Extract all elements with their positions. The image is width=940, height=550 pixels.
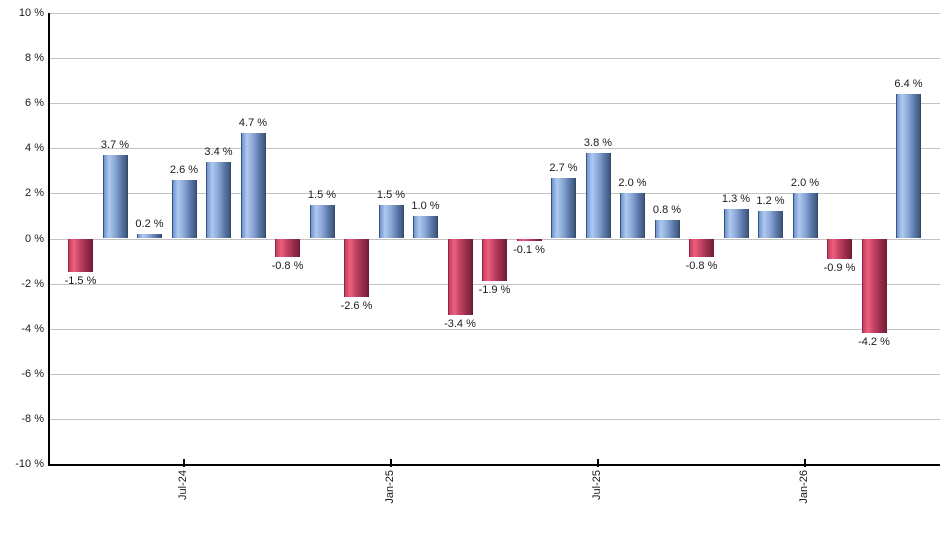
y-axis-tick-label: -8 % <box>21 413 44 425</box>
y-axis-tick-label: -6 % <box>21 368 44 380</box>
bar <box>585 152 611 239</box>
bar-value-label: -4.2 % <box>858 336 890 349</box>
gridline <box>50 193 940 194</box>
bar <box>344 238 369 298</box>
bar-value-label: -0.8 % <box>271 259 304 272</box>
y-axis-tick-label: 2 % <box>25 187 44 199</box>
y-axis-tick-label: -4 % <box>21 323 44 335</box>
bar <box>689 238 714 257</box>
gridline <box>50 103 940 104</box>
bar-value-label: 2.7 % <box>549 161 578 174</box>
bar <box>861 238 887 334</box>
gridline <box>50 374 940 375</box>
bar-value-label: -0.9 % <box>823 261 856 274</box>
bar <box>171 179 197 239</box>
y-axis-tick-label: 8 % <box>25 52 44 64</box>
y-axis-tick-label: -10 % <box>15 458 44 470</box>
bar-value-label: 1.2 % <box>756 195 785 208</box>
bar <box>792 193 818 239</box>
bar-value-label: -0.1 % <box>513 243 545 256</box>
x-axis-tick-label: Jul-24 <box>177 470 189 500</box>
bar-value-label: 2.6 % <box>169 163 199 176</box>
gridline <box>50 284 940 285</box>
bar <box>723 209 749 239</box>
bar <box>309 204 335 239</box>
bar-value-label: 4.7 % <box>238 116 268 129</box>
bar-value-label: 1.5 % <box>307 188 337 201</box>
y-axis-tick-label: 0 % <box>25 233 44 245</box>
bar <box>68 238 93 273</box>
bar <box>447 238 473 316</box>
gridline <box>50 13 940 14</box>
bar <box>516 238 542 241</box>
bar-value-label: -2.6 % <box>340 300 373 313</box>
bar-value-label: 0.2 % <box>135 217 164 230</box>
bar <box>654 220 680 239</box>
bar-value-label: 0.8 % <box>652 204 682 217</box>
x-axis-tick-label: Jul-25 <box>591 470 603 500</box>
bar <box>137 233 162 239</box>
bar-value-label: 6.4 % <box>894 78 923 91</box>
bar-value-label: -3.4 % <box>444 318 476 331</box>
y-axis-tick-label: 10 % <box>18 7 44 19</box>
x-axis-line <box>48 464 940 466</box>
bar <box>240 132 266 239</box>
bar <box>102 155 128 239</box>
bar-value-label: 2.0 % <box>618 177 647 190</box>
y-axis-tick-label: -2 % <box>21 278 44 290</box>
x-axis-tick <box>390 459 392 467</box>
bar <box>378 204 404 239</box>
gridline <box>50 329 940 330</box>
x-axis-tick <box>804 459 806 467</box>
y-axis-line <box>48 13 50 466</box>
bar <box>827 238 852 259</box>
bar <box>413 215 438 239</box>
bar-value-label: -0.8 % <box>685 259 718 272</box>
bar-value-label: 3.8 % <box>583 136 613 149</box>
x-axis-tick-label: Jan-25 <box>384 470 396 504</box>
bar-value-label: 1.3 % <box>721 193 751 206</box>
bar-value-label: -1.5 % <box>64 275 97 288</box>
bar-value-label: 3.7 % <box>100 139 130 152</box>
bar-value-label: 2.0 % <box>790 177 820 190</box>
bar-value-label: 1.0 % <box>411 199 440 212</box>
bar <box>896 94 921 239</box>
y-axis-tick-label: 4 % <box>25 142 44 154</box>
gridline <box>50 58 940 59</box>
bar-value-label: -1.9 % <box>478 284 511 297</box>
x-axis-tick-label: Jan-26 <box>798 470 810 504</box>
gridline <box>50 419 940 420</box>
x-axis-tick <box>183 459 185 467</box>
y-axis-tick-label: 6 % <box>25 97 44 109</box>
bar <box>275 238 300 257</box>
bar <box>620 193 645 239</box>
bar-value-label: 3.4 % <box>204 145 233 158</box>
bar <box>551 177 576 239</box>
bar <box>206 161 231 239</box>
bar-value-label: 1.5 % <box>376 188 406 201</box>
x-axis-tick <box>597 459 599 467</box>
bar <box>758 211 783 239</box>
gridline <box>50 148 940 149</box>
bar <box>482 238 507 282</box>
